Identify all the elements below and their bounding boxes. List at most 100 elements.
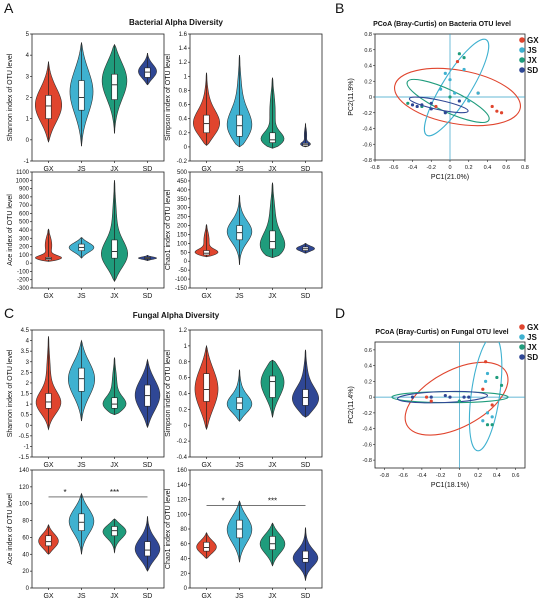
box-GX	[45, 393, 52, 409]
y-tick-label: 600	[19, 211, 30, 217]
y-tick-label: -100	[175, 277, 188, 283]
legend-marker-GX	[519, 324, 525, 330]
y-tick-label: 0	[26, 586, 30, 592]
y-tick-label: 0.2	[179, 131, 188, 137]
box-JX	[111, 239, 118, 259]
y-tick-label: 100	[19, 502, 30, 508]
x-tick-label: -0.8	[380, 473, 389, 479]
y-tick-label: 0.4	[179, 392, 188, 398]
chart-title: PCoA (Bray-Curtis) on Bacteria OTU level	[373, 21, 511, 28]
y-tick-label: 80	[180, 527, 187, 533]
point-SD	[462, 395, 466, 399]
box-SD	[144, 67, 151, 78]
legend-marker-SD	[519, 67, 525, 73]
significance-label: ***	[110, 488, 119, 497]
y-tick-label: -0.8	[363, 458, 372, 464]
x-tick-label-SD: SD	[301, 462, 311, 469]
y-tick-label: 0.6	[179, 376, 188, 382]
y-tick-label: 300	[177, 206, 188, 212]
y-tick-label: -0.2	[177, 439, 188, 445]
point-GX	[481, 387, 485, 391]
y-axis-label: Simpson index of OTU level	[165, 350, 172, 437]
y-tick-label: 20	[180, 571, 187, 577]
y-tick-label: 3.5	[21, 349, 30, 355]
point-SD	[410, 395, 415, 399]
chart-bac-simpson: Simpson index of OTU level -0.2 0 0.2 0.4 0.6…	[165, 32, 323, 173]
ellipse-SD	[396, 390, 489, 404]
x-tick-label: 0.2	[465, 165, 473, 171]
x-tick-label: 0.2	[474, 473, 482, 479]
y-tick-label: -0.2	[363, 411, 372, 417]
y-tick-label: 3	[26, 360, 30, 366]
y-tick-label: 150	[177, 232, 188, 238]
y-axis-label: Chao1 index of OTU level	[165, 189, 172, 270]
point-GX	[424, 395, 429, 399]
y-tick-label: 4	[26, 53, 30, 59]
legend-marker-JX	[519, 344, 525, 350]
y-tick-label: 0.8	[179, 88, 188, 94]
legend-label-SD: SD	[527, 353, 538, 362]
x-tick-label-GX: GX	[43, 166, 53, 173]
y-tick-label: 100	[19, 253, 30, 259]
legend-label-JS: JS	[527, 46, 537, 55]
x-tick-label-JX: JX	[110, 166, 119, 173]
box-SD	[144, 541, 151, 557]
x-tick-label-JX: JX	[268, 293, 277, 300]
x-tick-label-SD: SD	[143, 166, 153, 173]
y-tick-label: 100	[177, 512, 188, 518]
point-JS	[484, 379, 488, 383]
ellipse-layer	[391, 342, 509, 452]
ellipse-SD	[408, 96, 469, 114]
y-tick-label: 50	[180, 250, 187, 256]
point-SD	[429, 107, 433, 111]
x-tick-label-JS: JS	[77, 462, 86, 469]
y-tick-label: 400	[177, 188, 188, 194]
y-tick-label: 0.2	[179, 407, 188, 413]
y-tick-label: 40	[180, 557, 187, 563]
y-axis-label: PC2(11.4%)	[348, 386, 355, 424]
box-JX	[269, 536, 276, 550]
box-SD	[302, 550, 309, 563]
y-axis-label: Simpson index of OTU level	[165, 54, 172, 141]
y-tick-label: 800	[19, 195, 30, 201]
y-tick-label: -0.5	[19, 434, 30, 440]
y-tick-label: 160	[177, 468, 188, 474]
ellipse-GX	[393, 67, 522, 127]
y-tick-label: 1.6	[179, 32, 188, 38]
y-tick-label: -0.4	[363, 127, 372, 133]
x-tick-label-JS: JS	[235, 293, 244, 300]
x-tick-label-SD: SD	[301, 593, 311, 600]
x-tick-label-JX: JX	[268, 166, 277, 173]
x-tick-label: 0.4	[493, 473, 501, 479]
chart-bac-shannon: Shannon index of OTU level -1 0 1 2 3 4 5 GX JS JX…	[7, 32, 165, 173]
y-tick-label: 60	[180, 542, 187, 548]
y-tick-label: 200	[177, 224, 188, 230]
point-JX	[406, 101, 410, 105]
x-tick-label-JX: JX	[268, 462, 277, 469]
chart-fun-ace: Ace index of OTU level 0 20 40 60 80 100 120 140…	[7, 468, 165, 600]
ellipse-JS	[423, 38, 490, 137]
y-tick-label: 1	[184, 344, 188, 350]
point-GX	[495, 109, 499, 113]
y-tick-label: 0.8	[364, 32, 372, 38]
y-tick-label: 4.5	[21, 328, 30, 334]
x-tick-label-GX: GX	[201, 462, 211, 469]
x-tick-label: -0.6	[398, 473, 407, 479]
legend-label-JS: JS	[527, 333, 537, 342]
box-JX	[269, 132, 276, 143]
point-JS	[481, 419, 485, 423]
box-JS	[78, 367, 85, 392]
y-tick-label: 250	[177, 215, 188, 221]
box-JX	[269, 375, 276, 398]
y-tick-label: 1.2	[179, 328, 188, 334]
y-tick-label: 0.6	[364, 48, 372, 54]
y-tick-label: 0.2	[364, 79, 372, 85]
plot-frame	[189, 33, 323, 162]
chart-bac-ace: Ace index of OTU level -300 -200 -100 0 100 20…	[7, 170, 165, 300]
y-tick-label: 5	[26, 32, 30, 38]
y-tick-label: 1	[184, 74, 188, 80]
point-JS	[467, 99, 471, 103]
ellipse-JX	[406, 78, 490, 123]
y-axis-label: PC2(11.9%)	[348, 78, 355, 116]
box-JX	[269, 230, 276, 250]
